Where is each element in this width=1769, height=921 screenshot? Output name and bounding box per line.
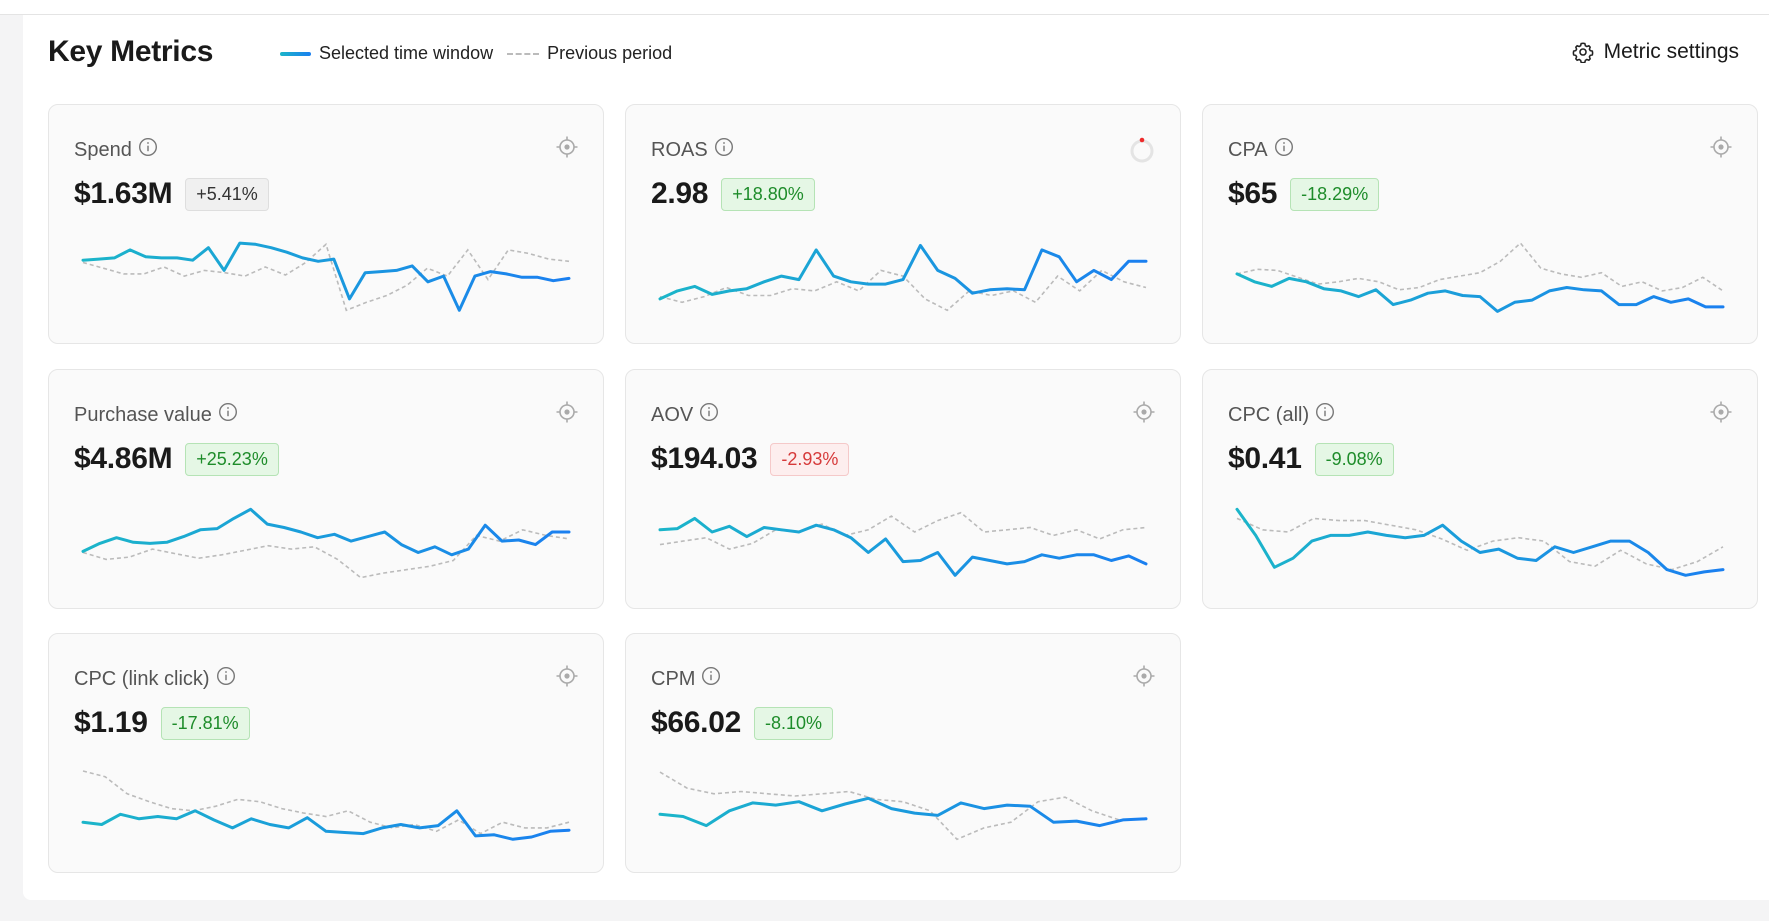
change-badge: +25.23% — [185, 442, 279, 476]
info-icon[interactable] — [216, 666, 236, 692]
gear-icon — [1572, 42, 1594, 63]
info-icon[interactable] — [1315, 402, 1335, 428]
sparkline-chart — [81, 507, 571, 579]
metric-card-cpm[interactable]: CPM $66.02 -8.10% — [625, 633, 1181, 873]
selected-window-line — [81, 241, 571, 312]
info-icon[interactable] — [714, 137, 734, 163]
info-icon[interactable] — [1274, 137, 1294, 163]
metric-card-purchase-value[interactable]: Purchase value $4.86M +25.23% — [48, 369, 604, 609]
metric-label: CPC (link click) — [74, 666, 236, 692]
sparkline-chart — [658, 771, 1148, 841]
previous-period-swatch — [507, 52, 540, 55]
metric-value-row: $4.86M +25.23% — [74, 442, 279, 476]
selected-window-line — [81, 809, 571, 841]
metric-value: $1.19 — [74, 706, 148, 739]
selected-window-line — [81, 507, 571, 557]
metric-card-cpa[interactable]: CPA $65 -18.29% — [1202, 104, 1758, 344]
selected-window-line — [1235, 507, 1725, 577]
metric-label: AOV — [651, 402, 719, 428]
previous-period-line — [659, 511, 1147, 550]
change-badge: -2.93% — [770, 442, 850, 476]
metric-value: $65 — [1228, 177, 1278, 210]
selected-window-swatch — [280, 51, 311, 56]
previous-period-line — [1236, 517, 1724, 571]
change-badge: -9.08% — [1314, 442, 1394, 476]
selected-window-line — [658, 516, 1148, 577]
metric-name: Spend — [74, 138, 132, 161]
metric-card-cpc-all[interactable]: CPC (all) $0.41 -9.08% — [1202, 369, 1758, 609]
metric-name: CPC (link click) — [74, 667, 210, 690]
previous-period-line — [659, 269, 1147, 312]
metric-label: ROAS — [651, 137, 734, 163]
info-icon[interactable] — [218, 402, 238, 428]
info-icon[interactable] — [701, 666, 721, 692]
sparkline-chart — [1235, 507, 1725, 577]
metric-settings-button[interactable]: Metric settings — [1572, 40, 1739, 64]
metric-settings-label: Metric settings — [1603, 40, 1739, 63]
change-badge: +18.80% — [721, 177, 815, 211]
metric-value: $0.41 — [1228, 442, 1302, 475]
crosshair-icon[interactable] — [1132, 400, 1156, 429]
previous-period-line — [82, 242, 570, 312]
crosshair-icon[interactable] — [555, 664, 579, 693]
page-title: Key Metrics — [48, 35, 214, 68]
previous-period-line — [659, 771, 1147, 841]
metric-card-spend[interactable]: Spend $1.63M +5.41% — [48, 104, 604, 344]
change-badge: +5.41% — [185, 177, 269, 211]
metric-value-row: 2.98 +18.80% — [651, 177, 815, 211]
selected-window-line — [658, 796, 1148, 828]
sparkline-chart — [658, 511, 1148, 577]
metric-name: CPM — [651, 667, 696, 690]
metric-label: Purchase value — [74, 402, 238, 428]
metric-value-row: $1.19 -17.81% — [74, 706, 250, 740]
top-bar — [0, 0, 1769, 15]
metric-card-aov[interactable]: AOV $194.03 -2.93% — [625, 369, 1181, 609]
change-badge: -18.29% — [1290, 177, 1380, 211]
loading-spinner-icon — [1128, 135, 1156, 170]
crosshair-icon[interactable] — [1709, 400, 1733, 429]
metric-name: ROAS — [651, 138, 708, 161]
legend-previous-label: Previous period — [547, 43, 673, 63]
crosshair-icon[interactable] — [555, 135, 579, 164]
crosshair-icon[interactable] — [1709, 135, 1733, 164]
metric-value-row: $194.03 -2.93% — [651, 442, 850, 476]
metric-value: $194.03 — [651, 442, 758, 475]
crosshair-icon[interactable] — [1132, 664, 1156, 693]
metric-name: CPA — [1228, 138, 1268, 161]
chart-legend: Selected time window Previous period — [280, 43, 672, 64]
metric-label: CPM — [651, 666, 721, 692]
change-badge: -17.81% — [160, 706, 250, 740]
metric-value-row: $0.41 -9.08% — [1228, 442, 1394, 476]
metric-value-row: $1.63M +5.41% — [74, 177, 269, 211]
sparkline-chart — [81, 770, 571, 841]
metric-value-row: $65 -18.29% — [1228, 177, 1380, 211]
metric-value: 2.98 — [651, 177, 709, 210]
metric-label: CPC (all) — [1228, 402, 1335, 428]
metric-value: $1.63M — [74, 177, 173, 210]
metric-value: $4.86M — [74, 442, 173, 475]
metric-value-row: $66.02 -8.10% — [651, 706, 834, 740]
change-badge: -8.10% — [753, 706, 834, 740]
crosshair-icon[interactable] — [555, 400, 579, 429]
metric-value: $66.02 — [651, 706, 741, 739]
info-icon[interactable] — [138, 137, 158, 163]
selected-window-line — [658, 243, 1148, 301]
metric-card-cpc-link-click[interactable]: CPC (link click) $1.19 -17.81% — [48, 633, 604, 873]
metric-name: Purchase value — [74, 403, 212, 426]
previous-period-line — [82, 770, 570, 835]
sparkline-chart — [81, 241, 571, 312]
selected-window-line — [1235, 272, 1725, 313]
metric-name: CPC (all) — [1228, 403, 1310, 426]
info-icon[interactable] — [699, 402, 719, 428]
sparkline-chart — [658, 243, 1148, 312]
metric-card-roas[interactable]: ROAS 2.98 +18.80% — [625, 104, 1181, 344]
metric-name: AOV — [651, 403, 694, 426]
metric-label: CPA — [1228, 137, 1294, 163]
legend-selected-label: Selected time window — [319, 43, 494, 63]
sparkline-chart — [1235, 241, 1725, 313]
metric-label: Spend — [74, 137, 158, 163]
